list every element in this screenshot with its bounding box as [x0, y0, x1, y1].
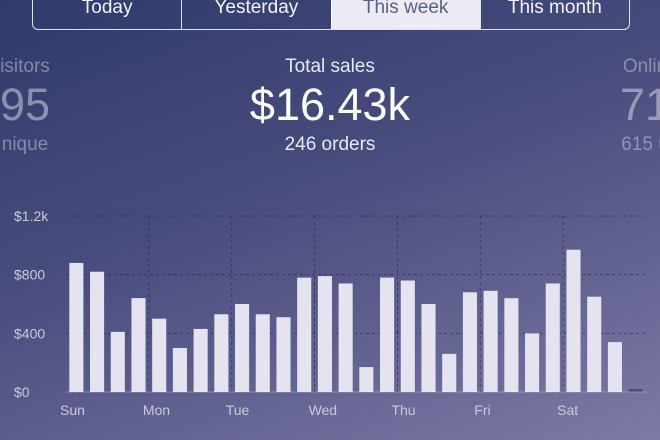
- visitors-value: 95: [0, 79, 51, 130]
- chart-bar: [276, 317, 291, 392]
- y-tick-label: $1.2k: [14, 208, 49, 224]
- chart-bar: [317, 276, 332, 392]
- online-label: Onlin: [622, 56, 660, 77]
- sales-label: Total sales: [285, 56, 375, 77]
- chart-bar: [442, 353, 457, 392]
- chart-bar: [131, 298, 146, 392]
- chart-bar: [193, 328, 208, 392]
- tab-this-month[interactable]: This month: [479, 0, 629, 29]
- chart-bar: [172, 348, 187, 392]
- chart-bar: [421, 304, 436, 392]
- chart-bar: [587, 296, 602, 392]
- tab-yesterday[interactable]: Yesterday: [181, 0, 330, 29]
- x-day-label: Wed: [309, 402, 338, 418]
- visitors-label: isitors: [0, 56, 50, 77]
- chart-bar: [338, 283, 353, 392]
- y-tick-label: $400: [14, 325, 45, 341]
- visitors-stat-card[interactable]: isitors 95 nique: [0, 56, 110, 156]
- chart-bar: [90, 271, 105, 392]
- x-day-label: Fri: [474, 402, 490, 418]
- y-tick-label: $0: [14, 384, 30, 400]
- tab-this-week[interactable]: This week: [330, 0, 480, 29]
- chart-bar: [607, 342, 622, 392]
- orders-count: 246 orders: [284, 134, 376, 155]
- chart-bar: [69, 262, 84, 392]
- x-day-label: Tue: [226, 402, 250, 418]
- chart-bar: [235, 304, 250, 392]
- chart-bar: [110, 331, 125, 392]
- chart-bar: [152, 318, 167, 392]
- chart-bar: [380, 277, 395, 392]
- y-tick-label: $800: [14, 267, 45, 283]
- chart-bar: [525, 333, 540, 392]
- online-sub: 615 u: [621, 134, 660, 155]
- x-day-label: Thu: [391, 402, 415, 418]
- chart-bar: [545, 283, 560, 392]
- sales-stat-card[interactable]: Total sales $16.43k 246 orders: [200, 56, 460, 156]
- chart-bar: [359, 367, 374, 392]
- chart-bar: [504, 298, 519, 392]
- chart-bar: [255, 314, 270, 392]
- online-stat-card[interactable]: Onlin 71 615 u: [560, 56, 660, 156]
- x-day-label: Sat: [557, 402, 578, 418]
- visitors-sub: nique: [1, 134, 49, 155]
- sales-value: $16.43k: [249, 79, 411, 130]
- x-day-label: Mon: [143, 402, 170, 418]
- chart-bar: [214, 314, 229, 392]
- tab-today[interactable]: Today: [81, 0, 133, 18]
- x-day-label: Sun: [60, 402, 85, 418]
- date-range-segmented-control: Today Yesterday This week This month: [32, 0, 630, 30]
- online-value: 71: [619, 79, 660, 130]
- chart-bar: [400, 280, 415, 392]
- chart-bar: [566, 249, 581, 392]
- chart-bar: [462, 292, 477, 392]
- chart-bar: [483, 290, 498, 392]
- chart-bar: [297, 277, 312, 392]
- chart-bar: [628, 389, 643, 392]
